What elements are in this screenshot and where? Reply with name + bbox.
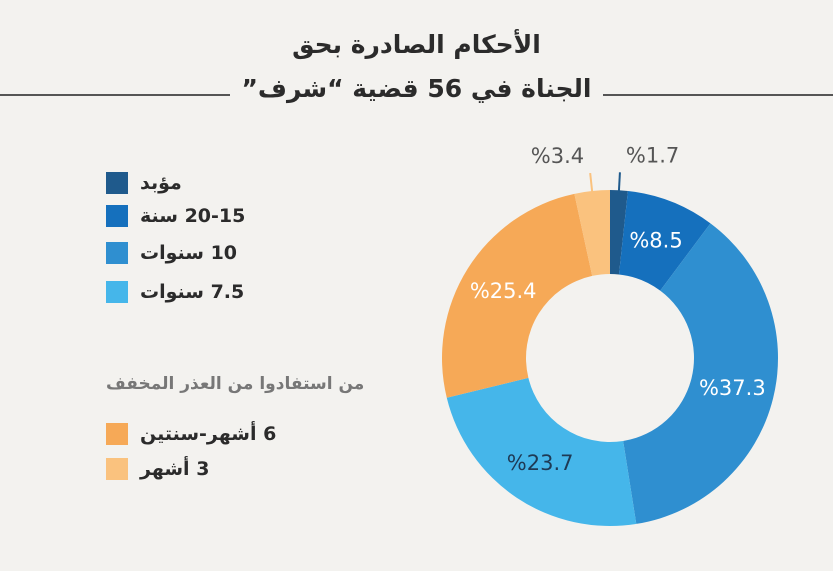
legend-label: 10 سنوات xyxy=(140,242,238,264)
legend-swatch xyxy=(106,423,128,445)
legend-secondary-title: من استفادوا من العذر المخفف xyxy=(106,374,365,394)
legend-item-6-months-2-years: 6 أشهر-سنتين xyxy=(106,421,366,447)
legend-swatch xyxy=(106,205,128,227)
legend-swatch xyxy=(106,458,128,480)
leader-line xyxy=(617,172,621,193)
donut-slice xyxy=(442,193,593,398)
legend-item-15-20-years: 20-15 سنة xyxy=(106,203,366,229)
legend-item-life: مؤبد xyxy=(106,170,366,196)
chart-title-line1: الأحكام الصادرة بحق xyxy=(292,30,541,59)
legend-label: 20-15 سنة xyxy=(140,205,246,227)
legend-item-3-months: 3 أشهر xyxy=(106,456,366,482)
title-divider-right xyxy=(603,94,833,96)
slice-value-label: %37.3 xyxy=(699,376,766,400)
legend-label: 6 أشهر-سنتين xyxy=(140,423,277,445)
donut-slice xyxy=(574,190,610,276)
slice-value-label: %23.7 xyxy=(507,451,574,475)
chart-title-line2: الجناة في 56 قضية “شرف” xyxy=(241,74,592,103)
donut-slice xyxy=(618,190,711,291)
legend-item-10-years: 10 سنوات xyxy=(106,240,366,266)
legend-label: 3 أشهر xyxy=(140,458,210,480)
leader-line xyxy=(589,172,594,194)
legend-swatch xyxy=(106,281,128,303)
legend-label: 7.5 سنوات xyxy=(140,281,245,303)
legend-item-7-5-years: 7.5 سنوات xyxy=(106,279,366,305)
slice-value-label: %3.4 xyxy=(531,144,584,168)
donut-slice xyxy=(446,377,637,526)
title-divider-left xyxy=(0,94,230,96)
donut-slice xyxy=(610,190,628,275)
slice-value-label: %8.5 xyxy=(629,229,682,253)
legend-swatch xyxy=(106,242,128,264)
legend-label: مؤبد xyxy=(140,172,182,194)
slice-value-label: %25.4 xyxy=(470,279,537,303)
slice-value-label: %1.7 xyxy=(626,143,679,167)
donut-slice xyxy=(623,223,779,524)
legend-swatch xyxy=(106,172,128,194)
chart-title-row: الجناة في 56 قضية “شرف” xyxy=(0,74,833,114)
